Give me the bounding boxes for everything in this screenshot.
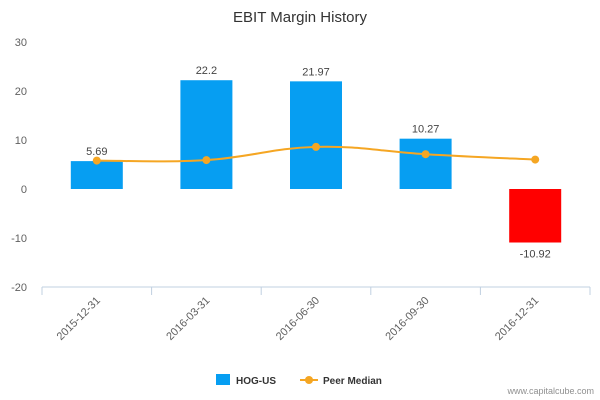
x-axis: 2015-12-31 2016-03-31 2016-06-30 2016-09-30… <box>41 286 591 343</box>
peer-median-point-2016-09-30[interactable] <box>421 150 430 159</box>
credit-text: www.capitalcube.com <box>506 386 594 396</box>
bar-value-label: -10.92 <box>520 249 551 261</box>
legend-swatch-hog-us <box>216 374 230 385</box>
x-tick-label: 2016-06-30 <box>274 295 322 343</box>
bar-value-label: 10.27 <box>412 124 440 136</box>
bar-2016-09-30[interactable] <box>399 138 452 189</box>
y-tick-label: 30 <box>15 37 27 49</box>
bar-value-label: 5.69 <box>86 146 107 158</box>
y-tick-label: 10 <box>15 135 27 147</box>
legend[interactable]: HOG-US Peer Median <box>216 374 382 387</box>
y-axis: 30 20 10 0 -10 -20 <box>11 37 27 294</box>
bar-value-label: 21.97 <box>302 66 330 78</box>
chart-title: EBIT Margin History <box>233 9 367 26</box>
y-tick-label: 0 <box>21 184 27 196</box>
bar-2016-12-31[interactable] <box>509 189 562 243</box>
peer-median-point-2016-03-31[interactable] <box>202 156 211 165</box>
x-tick-label: 2016-09-30 <box>383 295 431 343</box>
bar-series <box>70 80 562 243</box>
y-tick-label: -20 <box>11 282 27 294</box>
x-tick-label: 2016-03-31 <box>164 295 212 343</box>
x-tick-label: 2015-12-31 <box>55 295 103 343</box>
legend-marker-peer-median <box>305 376 313 384</box>
bar-value-label: 22.2 <box>196 65 217 77</box>
peer-median-point-2015-12-31[interactable] <box>92 156 101 165</box>
bar-2016-03-31[interactable] <box>180 80 233 189</box>
y-tick-label: -10 <box>11 233 27 245</box>
peer-median-series <box>92 142 540 165</box>
legend-label-hog-us[interactable]: HOG-US <box>236 376 276 387</box>
x-tick-label: 2016-12-31 <box>493 295 541 343</box>
peer-median-point-2016-06-30[interactable] <box>312 142 320 151</box>
y-tick-label: 20 <box>15 86 27 98</box>
data-labels: 5.69 22.2 21.97 10.27 -10.92 <box>86 65 551 260</box>
peer-median-point-2016-12-31[interactable] <box>531 155 540 164</box>
legend-label-peer-median[interactable]: Peer Median <box>323 376 382 387</box>
bar-2015-12-31[interactable] <box>70 161 123 189</box>
bar-2016-06-30[interactable] <box>290 81 342 189</box>
